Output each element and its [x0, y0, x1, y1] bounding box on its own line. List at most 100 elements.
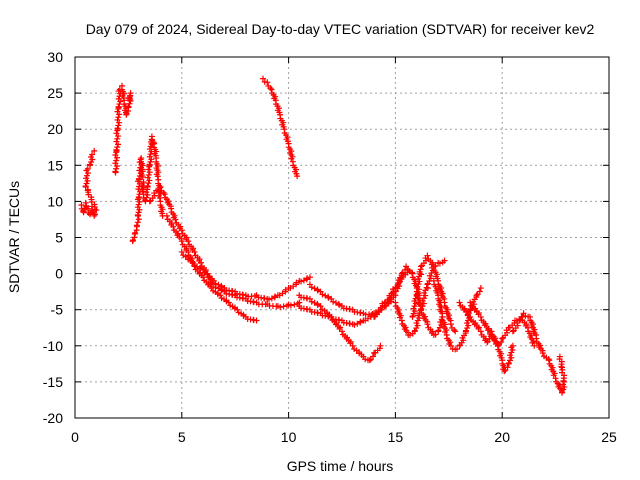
data-point	[185, 238, 192, 245]
data-point-interp	[139, 173, 146, 180]
data-point-interp	[418, 305, 425, 312]
data-point-interp	[112, 168, 119, 175]
data-point-interp	[298, 278, 305, 285]
data-point	[441, 257, 448, 264]
grid	[75, 57, 609, 418]
data-point-interp	[280, 303, 287, 310]
data-point-interp	[420, 295, 427, 302]
data-point-interp	[451, 327, 458, 334]
data-point-interp	[114, 108, 121, 115]
series-sat-p	[509, 310, 568, 396]
data-point-interp	[314, 301, 321, 308]
data-point	[126, 97, 133, 104]
data-point	[403, 263, 410, 270]
data-point	[501, 368, 508, 375]
data-point-interp	[266, 296, 273, 303]
data-point-interp	[145, 180, 152, 187]
data-point-interp	[135, 193, 142, 200]
data-point	[477, 328, 484, 335]
data-point	[178, 248, 185, 255]
data-point-interp	[134, 204, 141, 211]
data-point	[294, 173, 301, 180]
data-point-interp	[134, 211, 141, 218]
data-point-interp	[114, 144, 121, 151]
data-point-interp	[507, 352, 514, 359]
data-point	[84, 205, 91, 212]
data-point-interp	[218, 283, 225, 290]
data-point	[456, 299, 463, 306]
data-point-interp	[300, 277, 307, 284]
data-point-interp	[311, 285, 318, 292]
data-point	[539, 350, 546, 357]
data-point-interp	[322, 292, 329, 299]
series-sat-n	[456, 299, 516, 375]
y-tick-label: 10	[47, 193, 63, 209]
data-point	[93, 207, 100, 214]
data-point-interp	[476, 288, 483, 295]
data-point	[91, 147, 98, 154]
data-points	[78, 75, 568, 396]
data-point-interp	[268, 295, 275, 302]
plot-frame	[74, 56, 610, 419]
data-point-interp	[144, 182, 151, 189]
data-point-interp	[419, 297, 426, 304]
data-point	[178, 227, 185, 234]
data-point	[127, 90, 134, 97]
data-point	[225, 299, 232, 306]
data-point-interp	[115, 122, 122, 129]
y-tick-label: 30	[47, 49, 63, 65]
data-point-interp	[145, 166, 152, 173]
data-point	[447, 342, 454, 349]
data-point	[488, 331, 495, 338]
series-early-cluster	[78, 147, 100, 219]
x-tick-label: 0	[71, 429, 79, 445]
data-point-interp	[144, 174, 151, 181]
data-point-interp	[113, 138, 120, 145]
data-point-interp	[421, 289, 428, 296]
data-point	[317, 303, 324, 310]
y-axis-label: SDTVAR / TECUs	[6, 181, 22, 293]
data-point	[200, 266, 207, 273]
data-point	[208, 285, 215, 292]
data-point-interp	[486, 328, 493, 335]
data-point-interp	[357, 318, 364, 325]
data-point	[157, 183, 164, 190]
y-tick-label: -5	[51, 302, 64, 318]
data-point	[509, 328, 516, 335]
data-point-interp	[419, 303, 426, 310]
data-point-interp	[504, 364, 511, 371]
data-point-interp	[113, 157, 120, 164]
data-point-interp	[336, 301, 343, 308]
data-point	[398, 270, 405, 277]
data-point	[172, 216, 179, 223]
data-point-interp	[135, 209, 142, 216]
series-sat-e	[178, 248, 313, 303]
data-point-interp	[83, 175, 90, 182]
data-point	[424, 321, 431, 328]
data-point-interp	[135, 201, 142, 208]
data-point-interp	[114, 125, 121, 132]
y-tick-label: -10	[43, 338, 63, 354]
data-point	[424, 252, 431, 259]
data-point-interp	[145, 171, 152, 178]
data-point-interp	[508, 349, 515, 356]
data-point-interp	[508, 354, 515, 361]
series-sat-f	[259, 75, 301, 180]
data-point-interp	[287, 302, 294, 309]
data-point	[170, 223, 177, 230]
data-point	[556, 353, 563, 360]
data-point	[531, 342, 538, 349]
data-point	[452, 328, 459, 335]
data-point-interp	[114, 116, 121, 123]
series-sat-m	[430, 277, 484, 353]
series-sat-b	[129, 133, 166, 245]
data-point-interp	[134, 219, 141, 226]
data-point-interp	[308, 298, 315, 305]
data-point-interp	[197, 265, 204, 272]
data-point-interp	[505, 359, 512, 366]
data-point-interp	[319, 291, 326, 298]
chart-title: Day 079 of 2024, Sidereal Day-to-day VTE…	[86, 21, 595, 37]
data-point-interp	[115, 114, 122, 121]
y-tick-label: 20	[47, 121, 63, 137]
